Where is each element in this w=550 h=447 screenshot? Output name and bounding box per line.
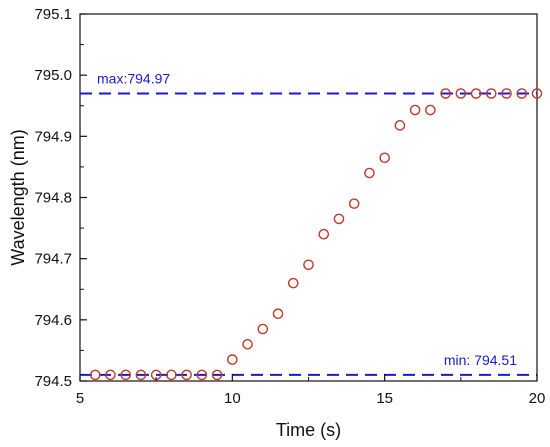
- data-point: [227, 354, 238, 365]
- y-tick-label: 794.6: [34, 312, 72, 329]
- y-tick-label: 794.8: [34, 190, 72, 207]
- y-tick-label: 795.1: [34, 6, 72, 23]
- x-axis-title: Time (s): [276, 420, 341, 440]
- reference-line-label: min: 794.51: [444, 352, 517, 368]
- data-point: [272, 308, 284, 320]
- data-point: [485, 88, 497, 99]
- data-point: [470, 88, 482, 99]
- data-point: [409, 104, 421, 116]
- data-point: [89, 369, 101, 381]
- x-tick-label: 20: [529, 390, 546, 407]
- data-point: [531, 88, 543, 99]
- y-tick-label: 794.7: [34, 251, 72, 268]
- data-point: [303, 259, 314, 271]
- data-point: [166, 369, 177, 381]
- data-point: [348, 198, 360, 209]
- reference-line-label: max:794.97: [97, 71, 170, 87]
- data-point: [455, 88, 467, 99]
- data-point: [211, 369, 223, 381]
- data-point: [364, 167, 375, 179]
- y-tick-label: 794.5: [34, 373, 72, 390]
- plot-area: [79, 13, 538, 382]
- data-point: [394, 120, 406, 131]
- data-point: [257, 323, 269, 335]
- data-point: [516, 88, 528, 99]
- data-point: [287, 277, 299, 289]
- y-axis-title: Wavelength (nm): [8, 129, 28, 265]
- data-point: [196, 369, 208, 381]
- x-tick-label: 15: [376, 390, 393, 407]
- reference-lines: max:794.97 min: 794.51: [80, 71, 537, 376]
- data-point: [425, 104, 436, 116]
- data-point: [242, 338, 253, 350]
- data-points: [89, 88, 543, 381]
- data-point: [181, 369, 192, 381]
- y-tick-label: 795.0: [34, 67, 72, 84]
- x-tick-label: 5: [76, 390, 84, 407]
- data-point: [440, 88, 451, 99]
- data-point: [379, 152, 390, 164]
- data-point: [105, 369, 116, 381]
- data-point: [120, 369, 131, 381]
- data-point: [333, 213, 345, 225]
- y-tick-label: 794.9: [34, 128, 72, 145]
- data-point: [318, 228, 330, 240]
- axes: 5 10 15 20 794.5 794.6 794.7 794.8 794.9 795.0 795…: [34, 6, 545, 407]
- data-point: [135, 369, 147, 381]
- plot-frame: [79, 13, 538, 382]
- x-tick-label: 10: [224, 390, 241, 407]
- data-point: [501, 88, 512, 99]
